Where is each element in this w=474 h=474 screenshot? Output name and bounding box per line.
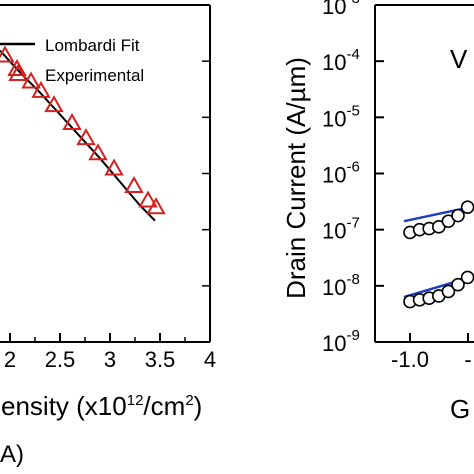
right-x-axis-title-partial: G — [450, 394, 470, 424]
experimental-point — [7, 59, 27, 77]
experimental-point — [88, 143, 108, 161]
right-x-tick-label: - — [464, 347, 471, 372]
right-x-ticks: -1.0 - — [391, 333, 472, 372]
experimental-point — [146, 197, 166, 215]
right-y-tick-label: 10-8 — [322, 271, 360, 300]
left-x-tick-label: 2 — [4, 347, 16, 372]
experimental-point — [138, 190, 158, 208]
legend-experimental-label: Experimental — [45, 66, 144, 85]
right-y-axis-title: Drain Current (A/µm) — [281, 57, 311, 299]
right-y-tick-label: 10-5 — [322, 102, 360, 131]
left-x-tick-label: 3 — [104, 347, 116, 372]
left-x-tick-label: 2.5 — [45, 347, 76, 372]
right-y-tick-label: 10-3 — [322, 0, 360, 19]
left-plot-frame — [0, 4, 211, 343]
left-x-tick-label: 4 — [204, 347, 216, 372]
right-series-layer — [403, 200, 474, 309]
measured-point — [460, 270, 474, 285]
experimental-point — [76, 128, 96, 146]
legend-fit-label: Lombardi Fit — [45, 36, 140, 55]
measured-point — [460, 200, 474, 214]
left-legend: Lombardi Fit Experimental — [0, 36, 144, 85]
left-x-axis-title: ensity (x1012/cm2) — [1, 391, 202, 421]
right-y-tick-label: 10-4 — [322, 46, 360, 75]
right-x-tick-label: -1.0 — [391, 347, 429, 372]
measured-point — [441, 284, 456, 299]
experimental-point — [124, 175, 144, 193]
right-annotation-partial: V — [450, 44, 468, 74]
right-y-ticks: 10-3 10-4 10-5 10-6 10-7 10-8 10-9 — [322, 0, 384, 356]
experimental-point — [0, 45, 15, 63]
right-y-tick-label: 10-9 — [322, 327, 360, 356]
experimental-point — [62, 112, 82, 130]
right-y-tick-label: 10-6 — [322, 159, 360, 188]
measured-point — [451, 208, 465, 223]
legend-experimental-marker — [8, 63, 28, 81]
left-x-ticks: 2 2.5 3 3.5 4 — [4, 60, 216, 372]
left-x-tick-label: 3.5 — [145, 347, 176, 372]
right-y-tick-label: 10-7 — [322, 215, 360, 244]
experimental-point — [104, 158, 124, 176]
measured-point — [451, 277, 465, 292]
experimental-point — [31, 80, 51, 98]
panel-label-a: A) — [0, 441, 24, 468]
experimental-point — [44, 95, 64, 113]
